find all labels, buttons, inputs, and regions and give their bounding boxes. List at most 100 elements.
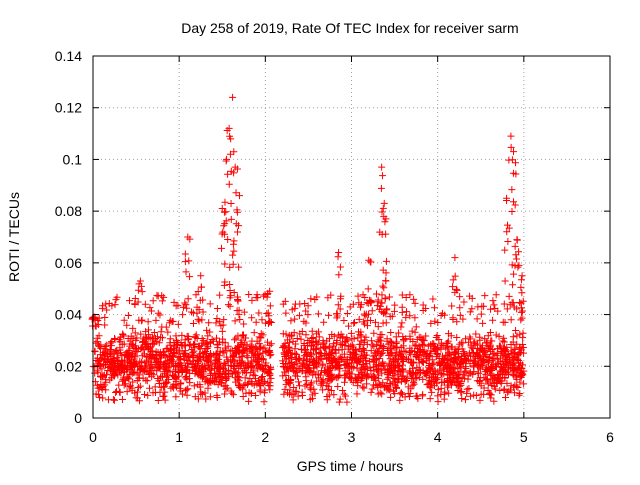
y-tick-label: 0.14 [55, 48, 82, 64]
data-point [489, 297, 497, 305]
data-point [213, 391, 221, 399]
y-tick-label: 0.1 [63, 151, 83, 167]
data-point [154, 374, 162, 382]
data-point [288, 353, 296, 361]
data-point [385, 359, 393, 367]
data-point [402, 314, 410, 322]
data-point [233, 361, 241, 369]
data-point [243, 341, 251, 349]
data-point [154, 292, 162, 300]
data-point [376, 342, 384, 350]
data-point [141, 359, 149, 367]
data-point [248, 342, 256, 350]
data-point [391, 383, 399, 391]
data-point [310, 385, 318, 393]
data-point [181, 299, 189, 307]
data-point [279, 330, 287, 338]
data-point [126, 297, 134, 305]
data-point [432, 353, 440, 361]
data-point [453, 318, 461, 326]
data-point [427, 319, 435, 327]
data-point [333, 310, 341, 318]
data-point [430, 304, 438, 312]
data-point [230, 289, 238, 297]
data-point [386, 379, 394, 387]
data-point [334, 253, 342, 261]
data-point [437, 369, 445, 377]
data-point [181, 374, 189, 382]
data-point [410, 380, 418, 388]
data-point [518, 371, 526, 379]
data-point [253, 291, 261, 299]
data-point [247, 389, 255, 397]
data-point [181, 342, 189, 350]
data-point [197, 272, 205, 280]
data-point [413, 374, 421, 382]
data-point [352, 377, 360, 385]
data-point [470, 349, 478, 357]
data-point [306, 349, 314, 357]
data-point [508, 208, 516, 216]
y-axis-label: ROTI / TECUs [6, 192, 22, 282]
data-point [206, 328, 214, 336]
data-point [360, 338, 368, 346]
data-point [288, 331, 296, 339]
data-point [280, 350, 288, 358]
data-point [246, 375, 254, 383]
data-point [302, 377, 310, 385]
data-point [191, 340, 199, 348]
data-point [95, 391, 103, 399]
data-point [327, 386, 335, 394]
data-point [465, 385, 473, 393]
data-point [252, 318, 260, 326]
data-point [203, 326, 211, 334]
data-point [105, 363, 113, 371]
data-point [454, 386, 462, 394]
data-point [182, 301, 190, 309]
data-point [380, 284, 388, 292]
data-point [302, 331, 310, 339]
data-point [343, 309, 351, 317]
data-point [321, 367, 329, 375]
data-point [329, 355, 337, 363]
data-point [457, 388, 465, 396]
data-point [290, 383, 298, 391]
data-point [227, 199, 235, 207]
data-point [400, 353, 408, 361]
data-point [440, 365, 448, 373]
data-point [444, 356, 452, 364]
data-point [260, 398, 268, 406]
data-point [182, 268, 190, 276]
data-point [312, 359, 320, 367]
data-point [361, 354, 369, 362]
data-point [223, 384, 231, 392]
data-point [477, 356, 485, 364]
data-point [438, 358, 446, 366]
data-point [116, 344, 124, 352]
data-point [506, 359, 514, 367]
data-point [503, 228, 511, 236]
data-point [291, 349, 299, 357]
data-point [496, 367, 504, 375]
data-point [185, 335, 193, 343]
data-point [169, 345, 177, 353]
data-point [397, 323, 405, 331]
data-point [372, 290, 380, 298]
data-point [407, 385, 415, 393]
data-point [250, 329, 258, 337]
data-point [320, 318, 328, 326]
data-point [322, 345, 330, 353]
data-point [189, 320, 197, 328]
data-point [194, 381, 202, 389]
data-point [382, 257, 390, 265]
data-point [138, 352, 146, 360]
data-point [241, 364, 249, 372]
data-point [511, 242, 519, 250]
data-point [111, 301, 119, 309]
data-point [252, 294, 260, 302]
data-point [346, 374, 354, 382]
data-point [459, 315, 467, 323]
data-point [419, 336, 427, 344]
data-point [298, 391, 306, 399]
data-point [450, 355, 458, 363]
